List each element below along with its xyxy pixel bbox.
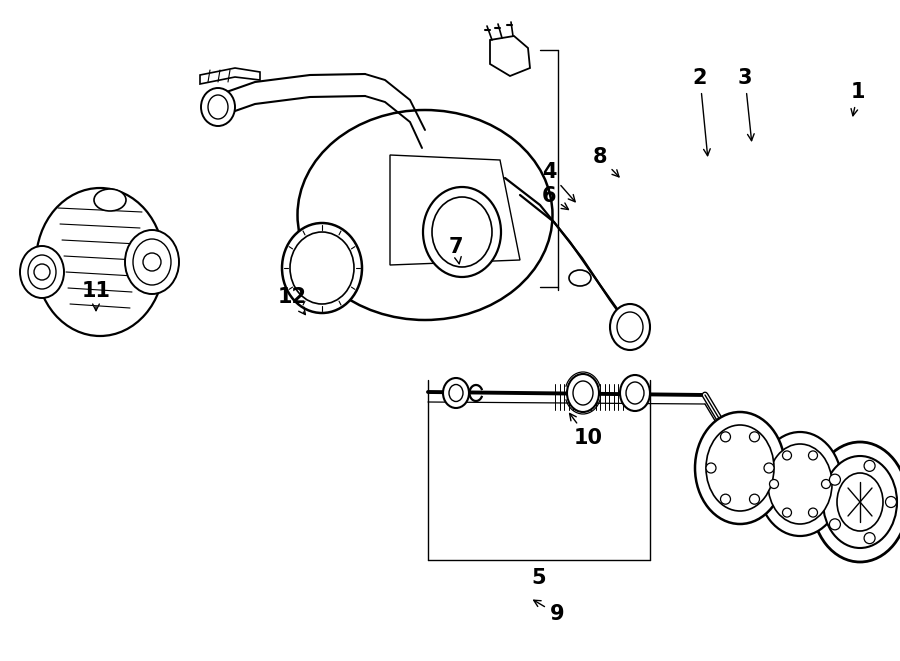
Ellipse shape xyxy=(443,378,469,408)
Circle shape xyxy=(750,494,760,504)
Ellipse shape xyxy=(573,381,593,405)
Circle shape xyxy=(770,479,778,488)
Ellipse shape xyxy=(610,304,650,350)
Circle shape xyxy=(706,463,716,473)
Circle shape xyxy=(822,479,831,488)
Ellipse shape xyxy=(290,232,354,304)
Text: 1: 1 xyxy=(850,82,865,116)
Text: 2: 2 xyxy=(693,68,710,156)
Ellipse shape xyxy=(449,385,463,401)
Text: 6: 6 xyxy=(542,186,569,210)
Circle shape xyxy=(808,508,817,517)
Polygon shape xyxy=(390,155,520,265)
Ellipse shape xyxy=(812,442,900,562)
Text: 9: 9 xyxy=(534,600,564,624)
Ellipse shape xyxy=(768,444,832,524)
Ellipse shape xyxy=(620,375,650,411)
Circle shape xyxy=(864,460,875,471)
Ellipse shape xyxy=(125,230,179,294)
Ellipse shape xyxy=(282,223,362,313)
Text: 11: 11 xyxy=(82,281,111,311)
Circle shape xyxy=(782,451,791,460)
Circle shape xyxy=(886,496,896,508)
Text: 8: 8 xyxy=(593,147,619,177)
Text: 5: 5 xyxy=(532,568,546,588)
Ellipse shape xyxy=(626,382,644,404)
Text: 10: 10 xyxy=(570,414,602,448)
Ellipse shape xyxy=(837,473,883,531)
Circle shape xyxy=(864,533,875,543)
Text: 12: 12 xyxy=(277,287,307,315)
Ellipse shape xyxy=(758,432,842,536)
Text: 3: 3 xyxy=(738,68,754,141)
Circle shape xyxy=(750,432,760,442)
Text: 4: 4 xyxy=(542,162,575,202)
Ellipse shape xyxy=(706,425,774,511)
Ellipse shape xyxy=(94,189,126,211)
Polygon shape xyxy=(200,68,260,84)
Circle shape xyxy=(808,451,817,460)
Ellipse shape xyxy=(201,88,235,126)
Ellipse shape xyxy=(432,197,492,267)
Circle shape xyxy=(721,432,731,442)
Circle shape xyxy=(721,494,731,504)
Circle shape xyxy=(782,508,791,517)
Ellipse shape xyxy=(823,456,897,548)
Ellipse shape xyxy=(423,187,501,277)
Circle shape xyxy=(764,463,774,473)
Polygon shape xyxy=(490,36,530,76)
Ellipse shape xyxy=(569,270,591,286)
Text: 7: 7 xyxy=(449,237,464,264)
Ellipse shape xyxy=(20,246,64,298)
Circle shape xyxy=(830,474,841,485)
Circle shape xyxy=(830,519,841,530)
Ellipse shape xyxy=(36,188,164,336)
Ellipse shape xyxy=(298,110,553,320)
Ellipse shape xyxy=(567,374,599,412)
Ellipse shape xyxy=(695,412,785,524)
